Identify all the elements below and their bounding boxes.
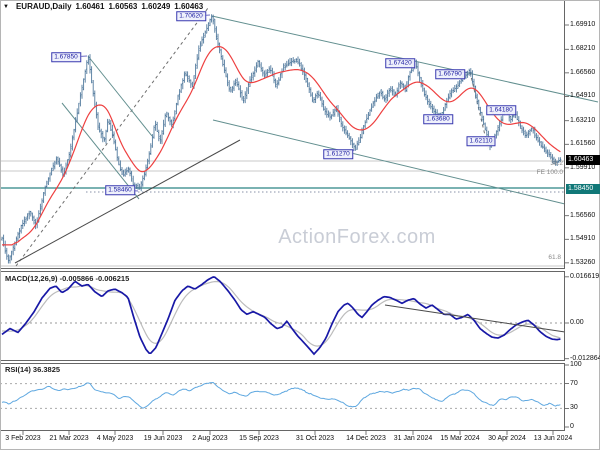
annotation-connector [65,55,88,58]
trendline[interactable] [87,55,153,137]
candlestick-bars [1,14,562,264]
annotation-connector [119,189,139,192]
macd-line [1,276,561,356]
moving-average-line [2,46,561,246]
panel-border [0,363,565,431]
panel-border [0,0,565,269]
rsi-line [1,381,561,409]
trendline[interactable] [469,71,489,149]
annotation-connector [399,61,415,64]
annotation-connector [190,14,211,17]
trendline[interactable] [61,102,140,200]
macd-trendline[interactable] [384,304,566,333]
trendline[interactable] [212,119,566,205]
macd-signal-line [2,280,561,347]
annotation-connector [480,137,494,142]
trendline[interactable] [14,139,241,264]
